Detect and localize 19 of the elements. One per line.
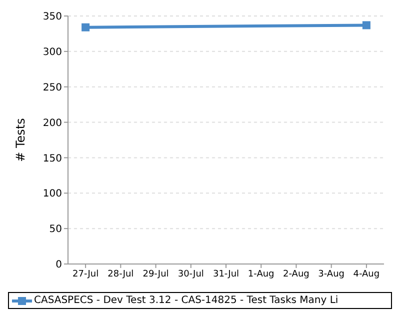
y-tick-label: 100 xyxy=(42,188,62,200)
y-tick-label: 250 xyxy=(42,82,62,94)
y-axis-title: # Tests xyxy=(13,118,28,162)
x-tick-label: 27-Jul xyxy=(72,269,99,280)
x-tick-label: 29-Jul xyxy=(142,269,169,280)
y-tick-label: 350 xyxy=(42,12,62,23)
y-tick-label: 50 xyxy=(49,224,62,236)
y-tick-label: 200 xyxy=(42,118,62,129)
x-tick-label: 2-Aug xyxy=(283,269,310,280)
x-tick-label: 4-Aug xyxy=(353,269,380,280)
y-tick-label: 300 xyxy=(42,46,62,58)
x-tick-label: 31-Jul xyxy=(212,269,240,280)
x-tick-label: 30-Jul xyxy=(178,269,204,280)
legend-label: CASASPECS - Dev Test 3.12 - CAS-14825 - Test Tasks Many Li xyxy=(34,295,338,306)
y-tick-label: 150 xyxy=(42,153,62,164)
y-tick-label: 0 xyxy=(56,260,62,271)
x-tick-label: 28-Jul xyxy=(108,269,134,280)
x-tick-label: 1-Aug xyxy=(248,269,274,280)
x-tick-label: 3-Aug xyxy=(318,269,345,280)
